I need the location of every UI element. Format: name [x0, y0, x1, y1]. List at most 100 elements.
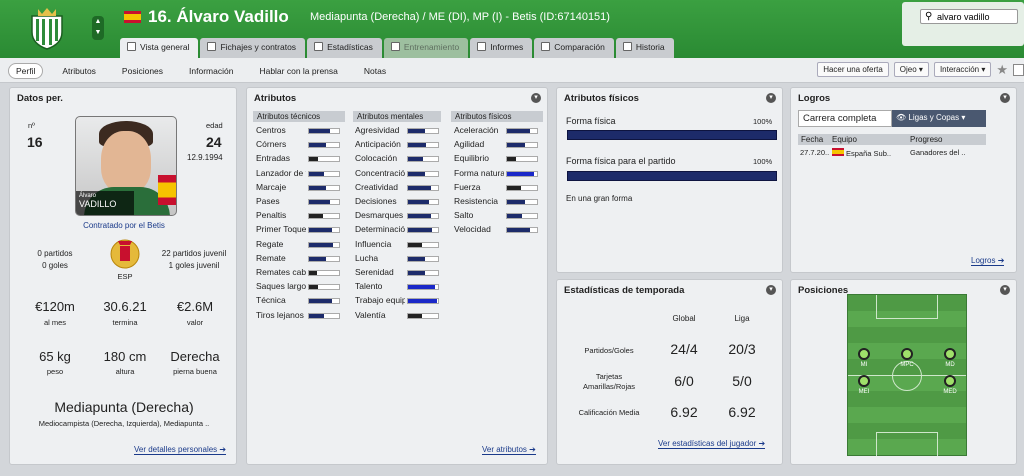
position-dot	[901, 348, 913, 360]
attribute-bar	[407, 298, 439, 305]
attribute-row[interactable]: Influencia	[355, 239, 441, 253]
scout-dropdown[interactable]: Ojeo ▾	[893, 62, 929, 77]
subtab-atributos[interactable]: Atributos	[62, 66, 96, 76]
player-photo: Álvaro VADILLO	[75, 116, 177, 216]
positions-panel: Posiciones ▾ MI MPC MD MEI MED	[790, 279, 1017, 465]
attribute-row[interactable]: Remates cabe	[256, 267, 342, 281]
attribute-row[interactable]: Serenidad	[355, 267, 441, 281]
attribute-row[interactable]: Lanzador de fa	[256, 168, 342, 182]
personal-details-link[interactable]: Ver detalles personales ➔	[134, 445, 227, 455]
panel-menu-icon[interactable]: ▾	[531, 93, 541, 103]
attribute-row[interactable]: Decisiones	[355, 196, 441, 210]
player-stats-link[interactable]: Ver estadísticas del jugador ➔	[658, 439, 766, 449]
attribute-row[interactable]: Marcaje	[256, 182, 342, 196]
attribute-row[interactable]: Forma natural	[454, 168, 540, 182]
value: €2.6M	[176, 299, 214, 314]
attribute-label: Marcaje	[256, 181, 287, 192]
attribute-row[interactable]: Lucha	[355, 253, 441, 267]
tab-informes[interactable]: Informes	[470, 38, 533, 58]
attribute-row[interactable]: Agilidad	[454, 139, 540, 153]
attribute-bar	[506, 142, 538, 149]
career-toggle[interactable]: Carrera completa	[798, 110, 892, 127]
attribute-label: Remate	[256, 252, 286, 263]
cards-league: 5/0	[732, 373, 752, 389]
attribute-row[interactable]: Trabajo equipo	[355, 295, 441, 309]
attributes-link[interactable]: Ver atributos ➔	[482, 445, 536, 455]
attribute-row[interactable]: Córners	[256, 139, 342, 153]
panel-menu-icon[interactable]: ▾	[766, 285, 776, 295]
attribute-row[interactable]: Equilibrio	[454, 153, 540, 167]
attribute-label: Remates cabe	[256, 267, 306, 277]
subtab-prensa[interactable]: Hablar con la prensa	[259, 66, 338, 76]
attribute-label: Fuerza	[454, 181, 481, 192]
attribute-row[interactable]: Primer Toque	[256, 224, 342, 238]
subtab-notas[interactable]: Notas	[363, 66, 387, 76]
attribute-row[interactable]: Resistencia	[454, 196, 540, 210]
attribute-row[interactable]: Determinación	[355, 224, 441, 238]
attribute-bar	[308, 213, 340, 220]
notes-icon[interactable]	[1013, 63, 1024, 76]
attribute-row[interactable]: Desmarques	[355, 210, 441, 224]
tab-vista-general[interactable]: Vista general	[120, 38, 199, 58]
attribute-row[interactable]: Salto	[454, 210, 540, 224]
subtab-perfil[interactable]: Perfil	[8, 63, 44, 79]
attribute-row[interactable]: Anticipación	[355, 139, 441, 153]
attribute-row[interactable]: Talento	[355, 281, 441, 295]
tab-estadisticas[interactable]: Estadísticas	[307, 38, 382, 58]
main-position: Mediapunta (Derecha)	[54, 399, 194, 415]
attribute-row[interactable]: Concentración	[355, 168, 441, 182]
table-row[interactable]: 27.7.20.. España Sub.. Ganadores del ..	[800, 148, 966, 158]
panel-menu-icon[interactable]: ▾	[1000, 93, 1010, 103]
attribute-label: Lucha	[355, 252, 379, 263]
attribute-row[interactable]: Tiros lejanos	[256, 310, 342, 324]
attribute-bar	[308, 170, 340, 177]
attribute-label: Aceleración	[454, 125, 499, 135]
attribute-label: Córners	[256, 139, 287, 150]
interaction-dropdown[interactable]: Interacción ▾	[933, 62, 992, 77]
leagues-cups-toggle[interactable]: 👁 Ligas y Copas ▾	[892, 110, 986, 127]
attribute-bar	[506, 156, 538, 163]
attribute-row[interactable]: Saques largos	[256, 281, 342, 295]
tab-fichajes[interactable]: Fichajes y contratos	[200, 38, 306, 58]
attribute-label: Centros	[256, 125, 286, 135]
position-dot	[858, 375, 870, 387]
subtab-posiciones[interactable]: Posiciones	[121, 66, 164, 76]
attribute-row[interactable]: Centros	[256, 125, 342, 139]
star-icon[interactable]: ★	[996, 62, 1008, 77]
attribute-bar	[308, 227, 340, 234]
player-switch-arrows[interactable]: ▲ ▼	[92, 16, 104, 40]
attribute-label: Penaltis	[256, 210, 287, 221]
attribute-row[interactable]: Valentía	[355, 310, 441, 324]
attribute-row[interactable]: Regate	[256, 239, 342, 253]
attribute-row[interactable]: Pases	[256, 196, 342, 210]
attribute-row[interactable]: Colocación	[355, 153, 441, 167]
attribute-row[interactable]: Fuerza	[454, 182, 540, 196]
tab-comparacion[interactable]: Comparación	[534, 38, 614, 58]
attribute-label: Influencia	[355, 238, 392, 249]
attribute-bar	[308, 312, 340, 319]
rating-league: 6.92	[728, 404, 756, 420]
attribute-row[interactable]: Aceleración	[454, 125, 540, 139]
attribute-row[interactable]: Entradas	[256, 153, 342, 167]
attribute-row[interactable]: Velocidad	[454, 224, 540, 238]
attribute-label: Valentía	[355, 309, 386, 320]
panel-title: Atributos	[254, 93, 297, 104]
make-offer-button[interactable]: Hacer una oferta	[817, 62, 889, 77]
attribute-row[interactable]: Creatividad	[355, 182, 441, 196]
tab-entrenamiento[interactable]: Entrenamiento	[383, 38, 469, 58]
attribute-row[interactable]: Técnica	[256, 295, 342, 309]
age: 24	[206, 134, 222, 150]
attribute-row[interactable]: Remate	[256, 253, 342, 267]
attribute-bar	[506, 128, 538, 134]
attribute-row[interactable]: Agresividad	[355, 125, 441, 139]
attribute-row[interactable]: Penaltis	[256, 210, 342, 224]
tab-historia[interactable]: Historia	[615, 38, 674, 58]
attribute-bar	[308, 284, 340, 291]
panel-menu-icon[interactable]: ▾	[766, 93, 776, 103]
achievements-link[interactable]: Logros ➔	[971, 256, 1005, 266]
contract-icon	[207, 42, 217, 51]
panel-menu-icon[interactable]: ▾	[1000, 285, 1010, 295]
subtab-informacion[interactable]: Información	[189, 66, 234, 76]
eye-icon: 👁	[896, 113, 907, 122]
search-input[interactable]: ⚲ alvaro vadillo	[920, 9, 1018, 24]
